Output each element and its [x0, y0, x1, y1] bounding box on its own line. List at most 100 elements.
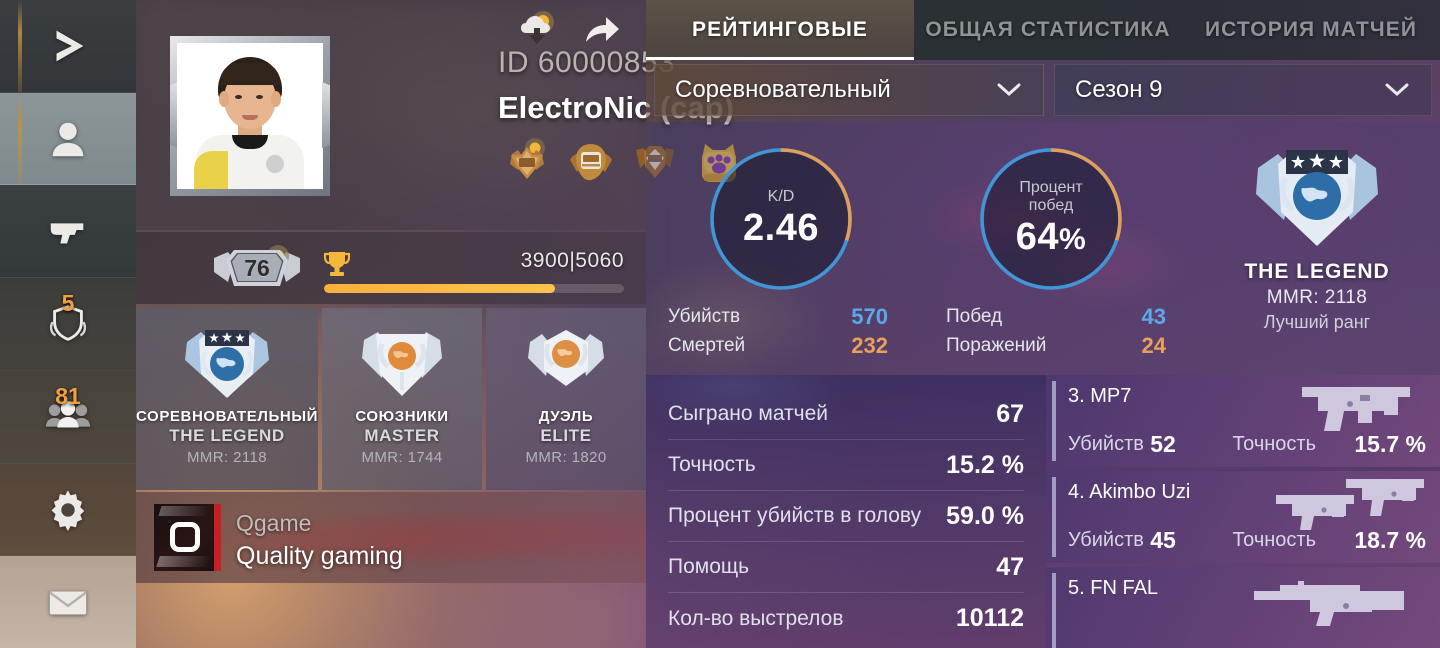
clan-row[interactable]: Qgame Quality gaming	[136, 492, 646, 583]
losses-value: 24	[1141, 333, 1166, 358]
profile-header: ID 60000853 ElectroNic (cap)	[136, 0, 736, 230]
kd-row-kills: Убийств 570	[668, 304, 888, 329]
weapon-name: 3. MP7	[1068, 385, 1132, 407]
rank-tier-label: THE LEGEND	[169, 426, 285, 445]
winrate-number: 64	[1015, 216, 1060, 259]
friends-icon-wrap: 81	[41, 383, 95, 444]
winrate-title-line2: побед	[1028, 196, 1074, 214]
sidebar-item-weapons[interactable]	[0, 185, 136, 279]
win-row-wins: Побед 43	[946, 304, 1166, 329]
xp-progress-track	[324, 284, 624, 293]
winrate-donut-inner: Процент побед 64%	[984, 152, 1118, 286]
weapon-accuracy-value: 18.7 %	[1354, 527, 1426, 553]
rank-card-duel[interactable]: ДУЭЛЬ ELITE MMR: 1820	[486, 308, 647, 490]
shield-icon	[41, 297, 95, 351]
weapon-kills-label: Убийств	[1068, 433, 1144, 455]
best-rank-name: THE LEGEND	[1244, 260, 1390, 283]
weapon-card-fn-fal[interactable]: 5. FN FAL	[1046, 567, 1440, 648]
sidebar-item-play[interactable]	[0, 0, 136, 93]
tab-ranked[interactable]: РЕЙТИНГОВЫЕ	[646, 0, 914, 60]
download-avatar-icon[interactable]	[516, 8, 560, 52]
chevron-down-icon	[997, 83, 1021, 97]
rank-tier-label: ELITE	[540, 426, 592, 445]
akimbo-smg-icon	[1262, 475, 1432, 531]
stats-background-decor	[646, 375, 1046, 648]
mode-select-value: Соревновательный	[675, 76, 891, 103]
tab-bar: РЕЙТИНГОВЫЕ ОБЩАЯ СТАТИСТИКА ИСТОРИЯ МАТ…	[646, 0, 1440, 60]
stat-label: Сыграно матчей	[668, 402, 829, 425]
weapon-kills-label: Убийств	[1068, 529, 1144, 551]
winrate-title-line1: Процент	[1019, 178, 1083, 196]
avatar	[177, 43, 323, 189]
kills-value: 570	[851, 304, 888, 329]
award-diamond-2024-badge[interactable]	[630, 138, 680, 188]
stat-value: 15.2 %	[946, 450, 1024, 479]
people-icon	[41, 390, 95, 444]
paint-streak-decor	[18, 0, 22, 92]
best-rank-medal-icon	[1252, 130, 1382, 260]
tab-match-history[interactable]: ИСТОРИЯ МАТЧЕЙ	[1204, 18, 1418, 41]
stat-row-matches: Сыграно матчей 67	[668, 389, 1024, 440]
person-icon	[41, 112, 95, 166]
level-bar-row: 76 3900|5060	[136, 232, 646, 304]
level-number: 76	[244, 254, 270, 281]
paint-streak-decor	[18, 92, 22, 185]
clan-badge-count: 5	[61, 290, 75, 317]
friends-badge-count: 81	[55, 382, 81, 409]
rank-card-competitive[interactable]: СОРЕВНОВАТЕЛЬНЫЙ THE LEGEND MMR: 2118	[136, 308, 319, 490]
rank-cards: СОРЕВНОВАТЕЛЬНЫЙ THE LEGEND MMR: 2118 СО…	[136, 308, 647, 490]
sidebar-item-friends[interactable]: 81	[0, 370, 136, 464]
rank-mmr-label: MMR: 1820	[525, 449, 607, 466]
stat-row-shots: Кол-во выстрелов 10112	[668, 593, 1024, 644]
sidebar-item-mail[interactable]	[0, 556, 136, 648]
stat-label: Кол-во выстрелов	[668, 606, 844, 630]
hero-stats: K/D 2.46 Процент побед 64%	[646, 122, 1440, 375]
rank-mode-label: ДУЭЛЬ	[538, 408, 594, 425]
sidebar-item-settings[interactable]	[0, 463, 136, 557]
rank-mode-label: СОЮЗНИКИ	[355, 408, 449, 425]
weapon-name: 5. FN FAL	[1068, 577, 1159, 599]
pistol-icon	[41, 204, 95, 258]
weapon-kills-value: 52	[1150, 431, 1176, 457]
gear-icon	[41, 482, 95, 536]
stat-label: Процент убийств в голову	[668, 504, 922, 527]
clan-tag: Qgame	[236, 510, 312, 536]
rank-mmr-label: MMR: 1744	[361, 449, 443, 466]
weapon-accuracy-label: Точность	[1232, 433, 1316, 455]
rank-mmr-label: MMR: 2118	[187, 449, 268, 466]
play-icon	[41, 19, 95, 73]
kd-value: 2.46	[743, 207, 819, 250]
rank-card-allies[interactable]: СОЮЗНИКИ MASTER MMR: 1744	[322, 308, 483, 490]
stat-value: 59.0 %	[946, 501, 1024, 530]
season-select[interactable]: Сезон 9	[1054, 64, 1432, 116]
rank-medal-elite-icon	[520, 316, 612, 408]
kd-row-deaths: Смертей 232	[668, 333, 888, 358]
general-stats-list[interactable]: Сыграно матчей 67 Точность 15.2 % Процен…	[646, 375, 1046, 648]
stat-row-accuracy: Точность 15.2 %	[668, 440, 1024, 491]
weapon-card-mp7[interactable]: 3. MP7 Убийств 52 Точность 15.7 %	[1046, 375, 1440, 467]
award-medal-2023-badge[interactable]	[566, 138, 616, 188]
deaths-label: Смертей	[668, 335, 746, 356]
award-star-2020-badge[interactable]	[502, 138, 552, 188]
weapon-name: 4. Akimbo Uzi	[1068, 481, 1191, 503]
avatar-frame[interactable]	[170, 36, 330, 196]
weapon-card-akimbo-uzi[interactable]: 4. Akimbo Uzi Убийств 45 Точно	[1046, 471, 1440, 563]
avatar-portrait	[188, 51, 312, 189]
kills-label: Убийств	[668, 306, 741, 327]
share-icon[interactable]	[580, 8, 624, 52]
sidebar-item-profile[interactable]	[0, 92, 136, 186]
clan-name: Quality gaming	[236, 542, 403, 570]
weapons-list[interactable]: 3. MP7 Убийств 52 Точность 15.7 %	[1046, 375, 1440, 648]
stat-row-assists: Помощь 47	[668, 542, 1024, 593]
losses-label: Поражений	[946, 335, 1047, 356]
winrate-donut: Процент побед 64%	[976, 144, 1126, 294]
kd-donut: K/D 2.46	[706, 144, 856, 294]
sidebar-item-clan[interactable]: 5	[0, 278, 136, 371]
best-rank-mmr: MMR: 2118	[1266, 287, 1368, 308]
stat-label: Точность	[668, 453, 756, 476]
kd-title: K/D	[767, 187, 795, 205]
clan-icon-wrap: 5	[41, 290, 95, 351]
tab-general-stats[interactable]: ОБЩАЯ СТАТИСТИКА	[925, 18, 1171, 41]
mode-select[interactable]: Соревновательный	[654, 64, 1044, 116]
